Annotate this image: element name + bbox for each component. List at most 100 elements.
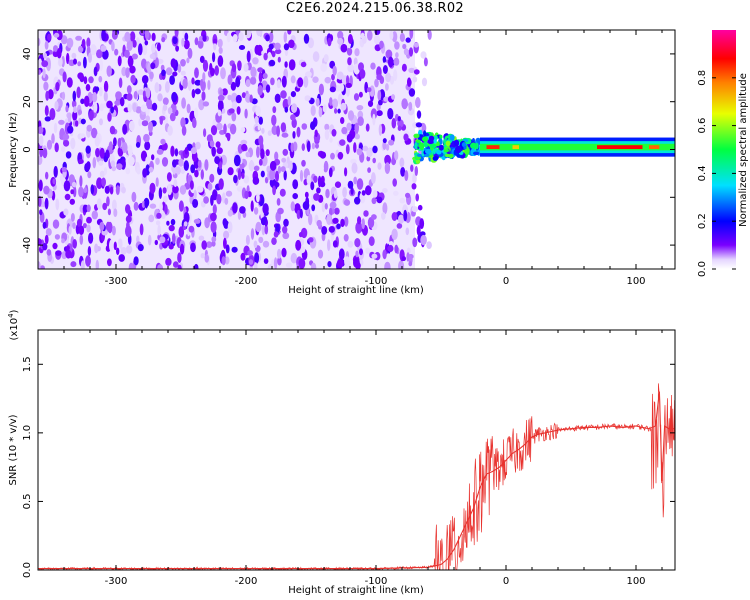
- heatmap-cell: [170, 58, 177, 68]
- heatmap-cell: [106, 65, 112, 77]
- heatmap-cell: [177, 252, 182, 263]
- heatmap-cell: [288, 39, 295, 49]
- heatmap-cell: [298, 258, 306, 269]
- heatmap-cell: [396, 223, 403, 229]
- heatmap-cell: [198, 235, 205, 241]
- heatmap-cell: [340, 218, 345, 228]
- heatmap-cell: [170, 145, 175, 157]
- heatmap-cell: [227, 74, 233, 85]
- heatmap-cell: [250, 66, 257, 78]
- heatmap-cell: [299, 169, 304, 182]
- heatmap-cell: [315, 143, 319, 149]
- heatmap-cell: [217, 38, 223, 48]
- heatmap-cell: [58, 119, 65, 125]
- heatmap-cell: [175, 45, 180, 52]
- heatmap-cell: [158, 187, 163, 200]
- heatmap-cell: [132, 102, 137, 113]
- colorbar-gradient: [712, 30, 736, 269]
- heatmap-cell: [98, 86, 103, 97]
- heatmap-cell: [148, 166, 154, 173]
- heatmap-cell: [290, 91, 296, 98]
- heatmap-cell: [85, 145, 91, 154]
- heatmap-cell: [415, 159, 421, 164]
- heatmap-cell: [359, 248, 363, 256]
- heatmap-cell: [114, 48, 119, 56]
- heatmap-cell: [298, 232, 303, 238]
- heatmap-cell: [144, 30, 150, 40]
- heatmap-cell: [256, 30, 262, 37]
- heatmap-cell: [118, 254, 125, 262]
- heatmap-cell: [423, 57, 428, 67]
- heatmap-cell: [70, 137, 76, 150]
- heatmap-cell: [95, 86, 100, 92]
- heatmap-cell: [405, 192, 411, 198]
- heatmap-cell: [112, 199, 117, 211]
- heatmap-cell: [39, 265, 45, 269]
- heatmap-cell: [73, 106, 77, 114]
- heatmap-cell: [171, 91, 178, 103]
- heatmap-cell: [111, 41, 115, 52]
- heatmap-cell: [276, 198, 281, 206]
- heatmap-cell: [70, 213, 75, 222]
- heatmap-cell: [338, 248, 345, 260]
- heatmap-cell: [410, 164, 414, 172]
- heatmap-cell: [283, 170, 287, 181]
- heatmap-cell: [236, 186, 244, 192]
- heatmap-cell: [231, 246, 238, 253]
- heatmap-cell: [376, 196, 383, 204]
- heatmap-cell: [283, 218, 289, 227]
- heatmap-cell: [186, 57, 190, 64]
- heatmap-cell: [239, 206, 246, 214]
- heatmap-cell: [77, 61, 82, 67]
- heatmap-cell: [137, 244, 144, 252]
- heatmap-cell: [392, 178, 398, 187]
- heatmap-cell: [261, 127, 265, 134]
- heatmap-cell: [351, 162, 358, 174]
- heatmap-cell: [125, 225, 132, 238]
- heatmap-cell: [381, 212, 386, 220]
- heatmap-cell: [143, 133, 150, 143]
- heatmap-cell: [231, 63, 237, 73]
- heatmap-cell: [273, 257, 278, 269]
- heatmap-cell: [110, 106, 114, 114]
- y-tick-label: 1.5: [22, 356, 33, 372]
- heatmap-cell: [356, 105, 364, 111]
- heatmap-cell: [172, 71, 178, 77]
- heatmap-cell: [38, 69, 42, 75]
- heatmap-cell: [253, 240, 258, 249]
- heatmap-cell: [256, 146, 260, 159]
- spectrogram-x-ticks: -300 -200 -100 0 100: [37, 30, 663, 287]
- heatmap-cell: [202, 72, 206, 82]
- heatmap-cell: [96, 198, 102, 210]
- heatmap-cell: [304, 191, 309, 198]
- heatmap-cell: [245, 234, 250, 246]
- x-tick-label: -300: [105, 576, 128, 587]
- heatmap-cell: [347, 180, 354, 189]
- heatmap-cell: [47, 33, 52, 41]
- heatmap-cell: [250, 228, 255, 240]
- heatmap-cell: [216, 122, 223, 131]
- heatmap-cell: [388, 139, 395, 146]
- heatmap-cell: [267, 130, 272, 136]
- heatmap-cell: [221, 88, 228, 96]
- heatmap-cell: [222, 218, 228, 227]
- x-tick-label: -300: [105, 276, 128, 287]
- heatmap-cell: [182, 78, 188, 89]
- heatmap-cell: [388, 56, 394, 68]
- heatmap-cell: [71, 100, 77, 108]
- heatmap-cell: [38, 195, 42, 208]
- heatmap-cell: [44, 105, 49, 117]
- heatmap-cell: [43, 185, 50, 195]
- heatmap-cell: [47, 89, 54, 100]
- heatmap-cell: [73, 58, 77, 65]
- heatmap-cell: [71, 52, 77, 59]
- heatmap-cell: [436, 141, 440, 147]
- heatmap-cell: [79, 175, 83, 187]
- heatmap-cell: [355, 250, 359, 258]
- heatmap-cell: [116, 163, 123, 170]
- heatmap-cell: [415, 193, 420, 202]
- heatmap-cell: [121, 141, 128, 154]
- heatmap-cell: [416, 225, 421, 236]
- heatmap-cell: [204, 159, 209, 171]
- heatmap-cell: [324, 129, 330, 141]
